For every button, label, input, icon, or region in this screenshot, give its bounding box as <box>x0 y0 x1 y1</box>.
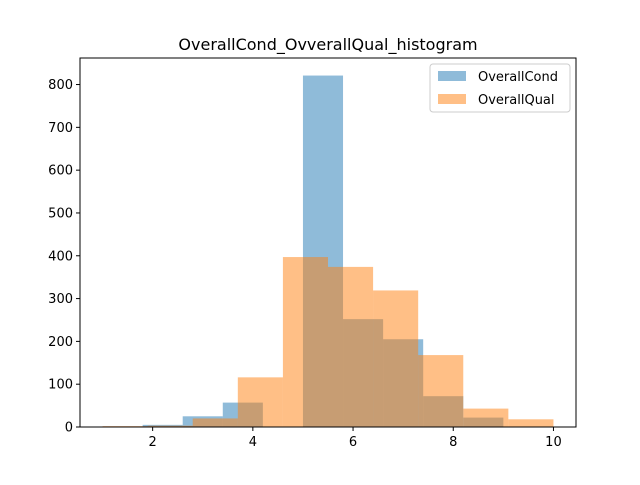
bar-overallqual-9 <box>508 419 553 427</box>
chart-title: OverallCond_OvverallQual_histogram <box>178 35 477 55</box>
y-tick-label: 0 <box>65 421 73 436</box>
y-tick-label: 500 <box>48 206 73 221</box>
bar-overallqual-8 <box>463 409 508 427</box>
y-tick-label: 600 <box>48 164 73 179</box>
x-tick-label: 10 <box>545 435 562 450</box>
bar-overallqual-4 <box>283 257 328 427</box>
bar-overallqual-6 <box>373 290 418 427</box>
legend-swatch-overallcond <box>438 71 466 81</box>
x-tick-label: 6 <box>349 435 357 450</box>
x-tick-label: 2 <box>149 435 157 450</box>
y-tick-label: 100 <box>48 378 73 393</box>
legend-label-overallqual: OverallQual <box>478 93 555 108</box>
legend-label-overallcond: OverallCond <box>478 70 558 85</box>
legend: OverallCond OverallQual <box>430 64 570 112</box>
y-tick-label: 700 <box>48 121 73 136</box>
y-tick-label: 300 <box>48 292 73 307</box>
y-tick-label: 400 <box>48 249 73 264</box>
x-tick-label: 4 <box>249 435 257 450</box>
legend-swatch-overallqual <box>438 94 466 104</box>
x-tick-label: 8 <box>449 435 457 450</box>
bar-overallqual-7 <box>418 355 463 427</box>
y-tick-label: 800 <box>48 78 73 93</box>
bar-overallqual-2 <box>193 418 238 427</box>
y-tick-label: 200 <box>48 335 73 350</box>
bar-overallqual-3 <box>238 377 283 427</box>
bar-overallqual-5 <box>328 267 373 427</box>
